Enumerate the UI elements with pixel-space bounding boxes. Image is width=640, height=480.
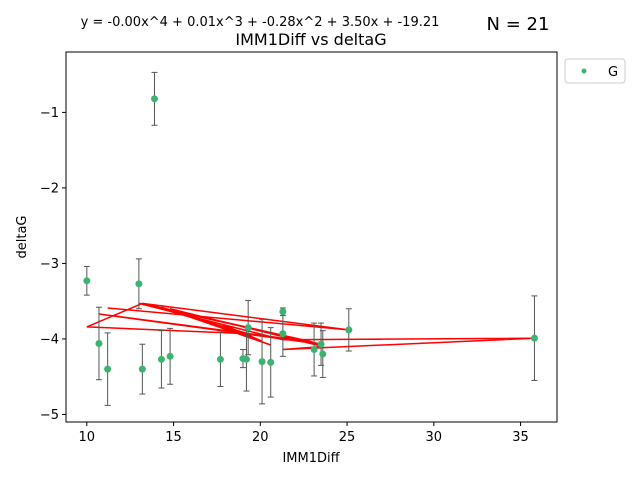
sample-size-label: N = 21	[487, 14, 550, 35]
x-tick-label: 35	[512, 430, 529, 445]
y-tick-label: −2	[40, 181, 59, 196]
equation-label: y = -0.00x^4 + 0.01x^3 + -0.28x^2 + 3.50…	[81, 15, 440, 30]
y-tick-label: −5	[40, 408, 59, 423]
data-point	[104, 365, 112, 373]
errorbar-layer	[83, 71, 538, 406]
x-tick-label: 10	[79, 430, 96, 445]
data-point	[138, 365, 146, 373]
y-tick-label: −4	[40, 332, 59, 347]
data-point	[242, 355, 250, 363]
data-point	[95, 339, 103, 347]
data-point	[279, 330, 287, 338]
data-point	[135, 280, 143, 288]
data-point	[345, 326, 353, 334]
x-tick-label: 30	[426, 430, 443, 445]
y-tick-label: −3	[40, 257, 59, 272]
data-point	[258, 358, 266, 366]
y-axis-label: deltaG	[15, 216, 30, 259]
x-axis-label: IMM1Diff	[282, 451, 340, 466]
x-axis-ticks: 10 15 20 25 30 35	[79, 422, 529, 445]
legend-box	[564, 58, 626, 84]
data-point	[317, 340, 325, 348]
data-point	[310, 346, 318, 354]
y-axis-ticks: −1 −2 −3 −4 −5	[40, 106, 66, 423]
x-tick-label: 25	[339, 430, 356, 445]
point-layer	[83, 95, 538, 373]
x-tick-label: 15	[165, 430, 182, 445]
legend-entry-label: G	[608, 65, 618, 80]
data-point	[279, 308, 287, 316]
plot-frame	[65, 51, 558, 423]
data-point	[530, 334, 538, 342]
legend-marker	[581, 68, 587, 74]
data-point	[150, 95, 158, 103]
chart-title: IMM1Diff vs deltaG	[235, 30, 386, 49]
data-point	[83, 277, 91, 285]
y-tick-label: −1	[40, 106, 59, 121]
data-point	[157, 355, 165, 363]
data-point	[216, 355, 224, 363]
x-tick-label: 20	[252, 430, 269, 445]
data-point	[166, 352, 174, 360]
fit-line-layer	[86, 302, 535, 351]
data-point	[244, 324, 252, 332]
data-point	[319, 350, 327, 358]
legend: G	[564, 58, 626, 84]
data-point	[267, 358, 275, 366]
fit-line	[86, 302, 535, 351]
